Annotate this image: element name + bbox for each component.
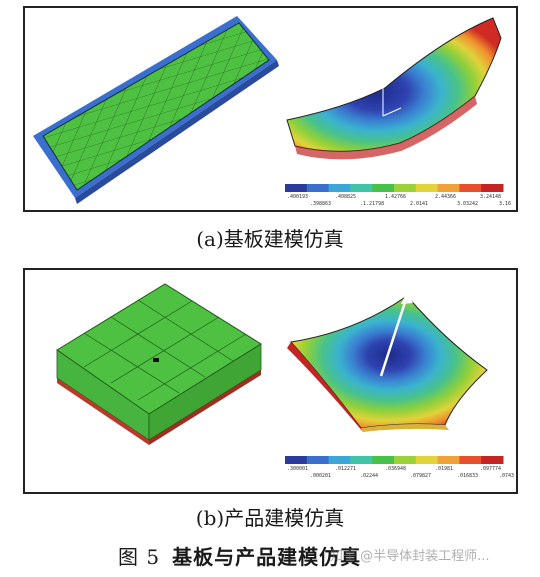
scale-b-label-7: .02244 — [360, 473, 378, 479]
scale-swatch — [437, 456, 460, 464]
scale-b-label-3: .036948 — [385, 466, 406, 472]
scale-swatch — [328, 184, 351, 192]
scale-swatch — [350, 184, 373, 192]
scale-a-label-7: .1.21798 — [360, 201, 384, 207]
scale-a-label-8: 2.0141 — [410, 201, 428, 207]
scale-swatch — [350, 456, 373, 464]
panel-b-color-scale: .300001 .012271 .036948 .01981 .097774 .… — [285, 456, 514, 479]
scale-a-label-5: 3.24148 — [480, 194, 501, 200]
scale-swatch — [415, 184, 439, 192]
figure-number: 图 5 — [118, 545, 161, 569]
scale-swatch — [437, 184, 460, 192]
scale-b-label-2: .012271 — [335, 466, 356, 472]
scale-a-label-3: 1.42766 — [385, 194, 406, 200]
panel-a-caption: (a)基板建模仿真 — [196, 227, 344, 251]
scale-swatch — [459, 456, 482, 464]
panel-a-drawing: .400193 .408825 1.42766 2.44366 3.24148 … — [33, 16, 511, 207]
scale-a-label-2: .408825 — [335, 194, 356, 200]
scale-b-label-9: .016833 — [457, 473, 478, 479]
figure-title: 基板与产品建模仿真 — [172, 545, 362, 569]
scale-b-label-1: .300001 — [287, 466, 308, 472]
panel-b-product-simulation: .300001 .012271 .036948 .01981 .097774 .… — [23, 268, 518, 494]
scale-swatch — [285, 184, 308, 192]
scale-b-label-6: .000201 — [310, 473, 331, 479]
scale-a-label-6: .398863 — [310, 201, 331, 207]
scale-b-label-4: .01981 — [435, 466, 453, 472]
scale-swatch — [328, 456, 351, 464]
scale-swatch — [394, 456, 417, 464]
scale-b-label-8: .079827 — [410, 473, 431, 479]
scale-swatch — [394, 184, 417, 192]
warp-direction-arrow — [379, 295, 409, 377]
scale-b-label-5: .097774 — [480, 466, 501, 472]
product-mesh-model — [56, 283, 262, 445]
scale-a-label-10: 3.16 — [499, 201, 511, 207]
substrate-warpage-contour — [286, 17, 502, 160]
scale-swatch — [306, 184, 330, 192]
product-warpage-contour — [287, 292, 488, 432]
scale-a-label-1: .400193 — [287, 194, 308, 200]
scale-swatch — [372, 456, 395, 464]
substrate-mesh-model — [33, 16, 279, 204]
scale-a-label-4: 2.44366 — [435, 194, 456, 200]
scale-a-label-9: 3.03242 — [457, 201, 478, 207]
scale-b-label-10: .0743 — [499, 473, 514, 479]
scale-swatch — [481, 456, 504, 464]
scale-swatch — [285, 456, 308, 464]
panel-a-substrate-simulation: .400193 .408825 1.42766 2.44366 3.24148 … — [23, 6, 518, 212]
scale-swatch — [481, 184, 504, 192]
panel-b-caption: (b)产品建模仿真 — [195, 506, 345, 530]
panel-a-color-scale: .400193 .408825 1.42766 2.44366 3.24148 … — [285, 184, 511, 207]
watermark-text: 知乎 @半导体封装工程师... — [330, 549, 490, 564]
scale-swatch — [372, 184, 395, 192]
figure-caption: 图 5 基板与产品建模仿真 — [118, 541, 361, 570]
panel-b-drawing: .300001 .012271 .036948 .01981 .097774 .… — [56, 283, 514, 479]
scale-swatch — [459, 184, 482, 192]
scale-swatch — [306, 456, 330, 464]
scale-swatch — [415, 456, 439, 464]
